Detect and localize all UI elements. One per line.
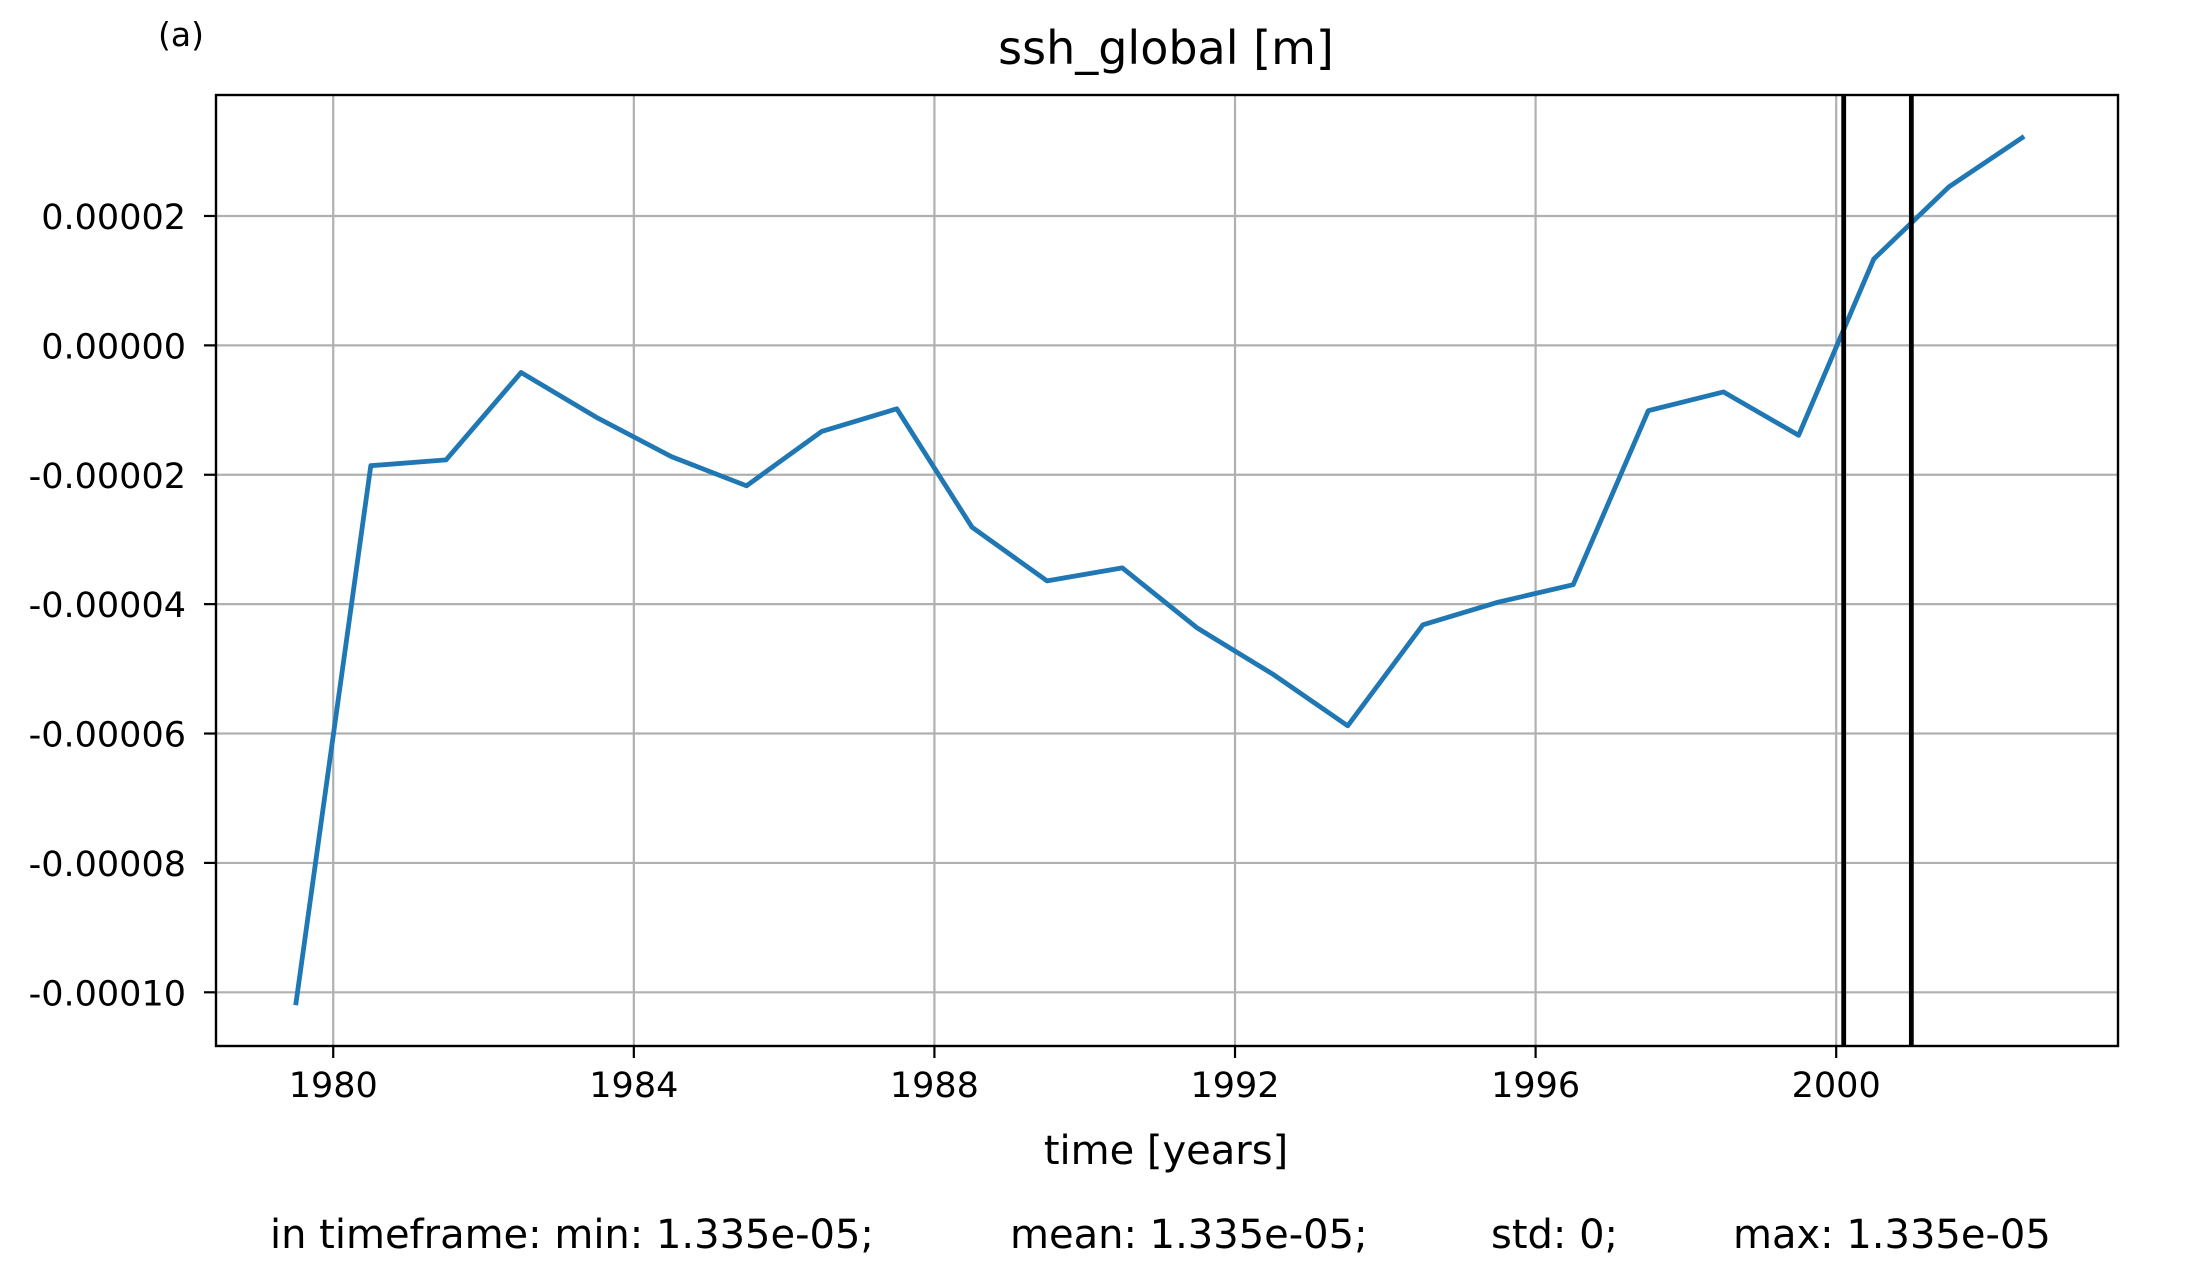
x-tick-label: 1992 <box>1190 1066 1279 1106</box>
stats-std: std: 0; <box>1491 1212 1619 1258</box>
panel-label: (a) <box>158 15 204 54</box>
x-tick-label: 1996 <box>1491 1066 1580 1106</box>
y-tick-label: -0.00006 <box>29 716 186 756</box>
y-tick-label: -0.00010 <box>29 974 186 1014</box>
y-tick-label: 0.00000 <box>41 327 186 367</box>
y-tick-label: -0.00004 <box>29 586 186 626</box>
x-axis-ticks: 1980 1984 1988 1992 1996 2000 <box>289 1046 1881 1106</box>
plot-frame <box>214 93 2120 1048</box>
y-axis-ticks: -0.00010 -0.00008 -0.00006 -0.00004 -0.00002… <box>29 198 216 1014</box>
y-tick-label: -0.00002 <box>29 457 186 497</box>
data-points <box>295 136 2025 1006</box>
chart-title: ssh_global [m] <box>998 21 1334 75</box>
series-line <box>293 134 2026 1006</box>
y-tick-label: 0.00002 <box>41 198 186 238</box>
stats-max: max: 1.335e-05 <box>1733 1212 2051 1258</box>
stats-min: in timeframe: min: 1.335e-05; <box>270 1212 874 1258</box>
x-tick-label: 1980 <box>289 1066 378 1106</box>
x-tick-label: 1984 <box>589 1066 678 1106</box>
x-axis-label: time [years] <box>1044 1128 1288 1174</box>
x-tick-label: 1988 <box>890 1066 979 1106</box>
x-tick-label: 2000 <box>1792 1066 1881 1106</box>
grid-lines <box>216 95 2118 1046</box>
timeframe-markers <box>1841 95 1914 1046</box>
y-tick-label: -0.00008 <box>29 845 186 885</box>
stats-mean: mean: 1.335e-05; <box>1010 1212 1368 1258</box>
